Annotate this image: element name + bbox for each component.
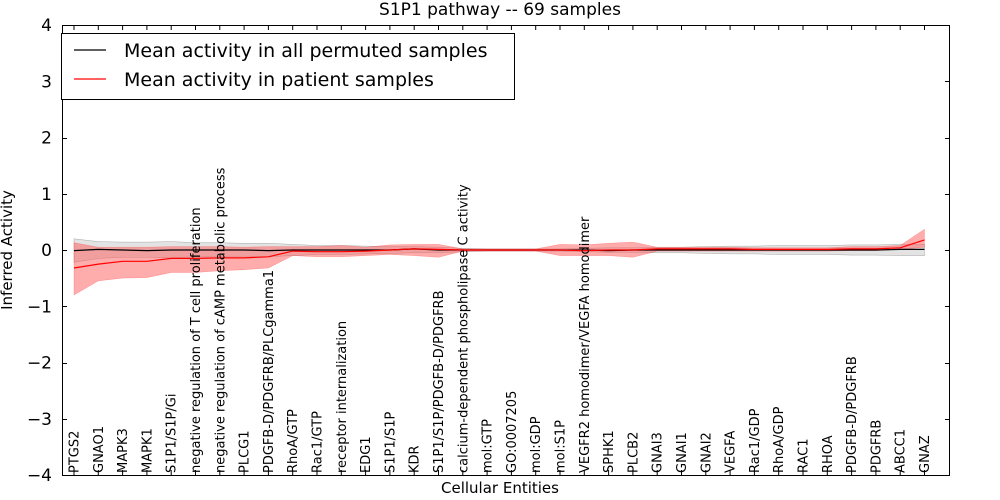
y-tick-label: −4: [27, 466, 52, 486]
x-tick-label: S1P1/S1P: [383, 411, 398, 473]
y-tick-label: 1: [41, 185, 52, 205]
x-tick-label: GO:0007205: [505, 391, 520, 473]
x-tick-label: MAPK3: [116, 428, 131, 473]
legend: Mean activity in all permuted samples Me…: [61, 33, 515, 100]
x-tick-label: mol:GDP: [529, 416, 544, 473]
x-tick-label: RHOA: [821, 435, 836, 473]
x-tick-label: PLCG1: [238, 430, 253, 473]
x-tick-label: negative regulation of T cell proliferat…: [189, 207, 204, 473]
x-tick-label: RhoA/GTP: [286, 409, 301, 473]
legend-label-permuted: Mean activity in all permuted samples: [124, 40, 487, 62]
x-tick-label: PLCB2: [626, 432, 641, 473]
x-axis-label: Cellular Entities: [441, 479, 559, 497]
x-tick-label: GNAZ: [918, 435, 933, 473]
x-tick-label: SPHK1: [602, 430, 617, 473]
y-tick-label: 2: [41, 129, 52, 149]
x-tick-label: receptor internalization: [335, 321, 350, 473]
x-tick-label: KDR: [408, 445, 423, 473]
y-tick-label: 0: [41, 241, 52, 261]
x-tick-label: mol:GTP: [481, 419, 496, 473]
x-tick-label: MAPK1: [140, 428, 155, 473]
y-tick-label: 4: [41, 16, 52, 36]
y-axis: −4 −3 −2 −1 0 1 2 3 4: [27, 16, 950, 486]
x-tick-label: Rac1/GTP: [311, 411, 326, 473]
y-tick-label: −2: [27, 354, 52, 374]
x-tick-label: GNAO1: [92, 426, 107, 473]
x-tick-label: PDGFB-D/PDGFRB: [845, 356, 860, 473]
x-tick-label: mol:S1P: [554, 420, 569, 473]
x-tick-label: S1P1/S1P/Gi: [165, 394, 180, 473]
x-tick-label: GNAI3: [651, 432, 666, 473]
x-tick-label: RAC1: [797, 438, 812, 473]
x-tick-label: PDGFRB: [869, 420, 884, 473]
x-tick-label: EDG1: [359, 436, 374, 473]
x-tick-label: negative regulation of cAMP metabolic pr…: [213, 167, 228, 473]
y-tick-label: −3: [27, 410, 52, 430]
y-axis-label: Inferred Activity: [0, 190, 16, 310]
x-tick-label: Rac1/GDP: [748, 408, 763, 473]
x-tick-label: calcium-dependent phospholipase C activi…: [456, 184, 471, 473]
x-tick-label: PTGS2: [68, 431, 83, 473]
band-patient: [73, 228, 925, 296]
x-tick-label: GNAI1: [675, 432, 690, 473]
x-tick-label: S1P1/S1P/PDGFB-D/PDGFRB: [432, 290, 447, 473]
x-tick-label: PDGFB-D/PDGFRB/PLCgamma1: [262, 270, 277, 473]
x-tick-label: RhoA/GDP: [772, 406, 787, 473]
chart-title: S1P1 pathway -- 69 samples: [379, 0, 621, 20]
legend-box: [61, 33, 515, 100]
y-tick-label: 3: [41, 72, 52, 92]
x-tick-label: VEGFR2 homodimer/VEGFA homodimer: [578, 216, 593, 473]
x-axis: PTGS2 GNAO1 MAPK3 MAPK1 S1P1/S1P/Gi negative …: [68, 25, 933, 475]
legend-label-patient: Mean activity in patient samples: [124, 69, 434, 91]
x-tick-label: GNAI2: [699, 432, 714, 473]
series-lines: [73, 239, 925, 269]
y-tick-label: −1: [27, 297, 52, 317]
line-patient: [73, 239, 925, 269]
x-tick-label: VEGFA: [724, 431, 739, 473]
x-tick-label: ABCC1: [894, 429, 909, 473]
